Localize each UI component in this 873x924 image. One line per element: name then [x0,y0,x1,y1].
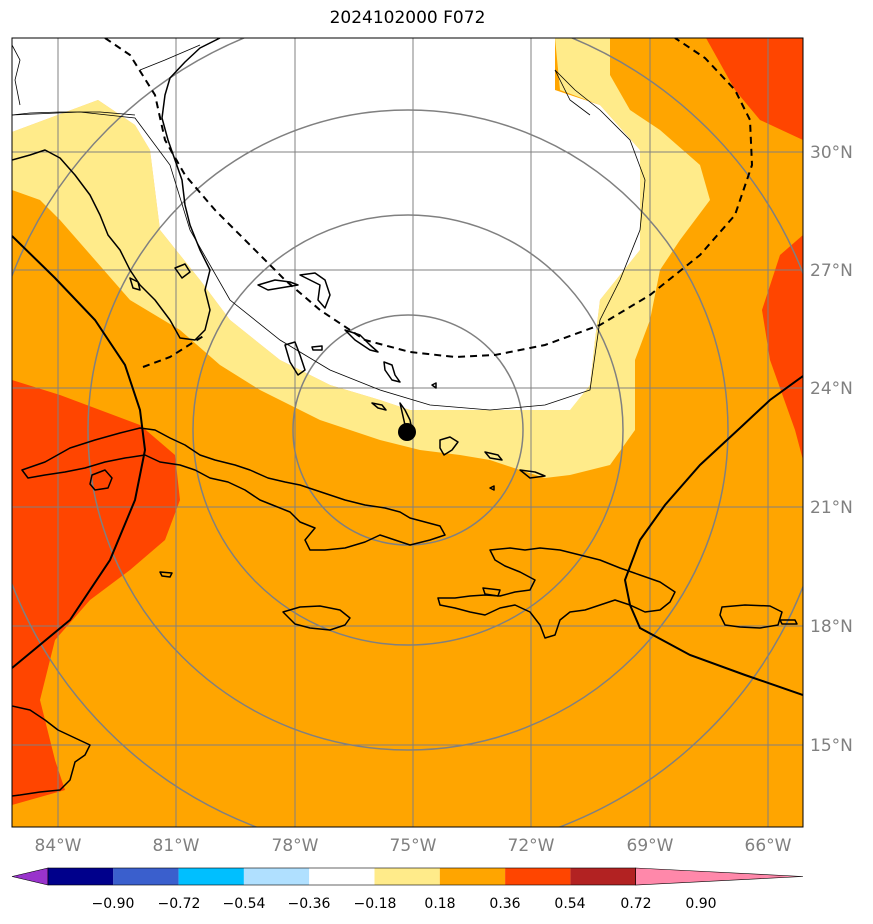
longitude-labels: 84°W 81°W 78°W 75°W 72°W 69°W 66°W [35,836,792,856]
colorbar-segment [570,868,636,885]
dashed-contour [104,38,754,359]
field-light-yellow [12,38,710,478]
solid-contour-west [12,235,147,669]
field-red-orange-east [762,235,803,460]
lon-label-69w: 69°W [627,836,674,856]
colorbar-tick-label: −0.36 [288,896,331,912]
colorbar-tick-label: −0.18 [354,896,397,912]
graticule [12,38,803,827]
field-red-orange-northeast [706,38,803,140]
lat-label-30n: 30°N [810,143,853,163]
colorbar-segment [113,868,179,885]
solid-contour-east [623,375,803,696]
dashed-contour-small [142,334,206,368]
lat-label-18n: 18°N [810,617,853,637]
colorbar [11,867,804,886]
storm-center-dot [398,423,416,441]
lon-label-72w: 72°W [508,836,555,856]
colorbar-segment [178,868,244,885]
colorbar-labels: −0.90 −0.72 −0.54 −0.36 −0.18 0.18 0.36 … [92,896,717,912]
lon-label-81w: 81°W [153,836,200,856]
lon-label-84w: 84°W [35,836,82,856]
colorbar-segment [243,868,310,885]
colorbar-tick-label: −0.90 [92,896,135,912]
lat-label-15n: 15°N [810,736,853,756]
colorbar-segment [48,868,114,885]
coastlines [12,38,798,797]
colorbar-tick-label: 0.90 [685,896,716,912]
colorbar-tick-label: 0.18 [424,896,455,912]
map-border [11,37,804,828]
colorbar-tick-label: −0.72 [158,896,201,912]
colorbar-tick-label: 0.36 [489,896,520,912]
lat-label-21n: 21°N [810,498,853,518]
colorbar-segment [374,868,440,885]
colorbar-extend-left [11,867,49,886]
lat-label-27n: 27°N [810,261,853,281]
colorbar-segment [309,868,375,885]
lon-label-75w: 75°W [390,836,437,856]
colorbar-segment [439,868,506,885]
colorbar-outline [47,867,637,886]
state-borders [12,44,591,116]
field-white [12,38,640,410]
thin-contour [12,69,646,411]
colorbar-extend-right [635,867,804,886]
colorbar-tick-label: −0.54 [223,896,266,912]
lon-label-78w: 78°W [272,836,319,856]
colorbar-tick-label: 0.54 [554,896,585,912]
map-area [12,38,803,827]
colorbar-tick-label: 0.72 [620,896,651,912]
colorbar-segment [505,868,571,885]
map-title: 2024102000 F072 [329,8,486,28]
lon-label-66w: 66°W [745,836,792,856]
latitude-labels: 30°N 27°N 24°N 21°N 18°N 15°N [810,143,853,756]
lat-label-24n: 24°N [810,379,853,399]
